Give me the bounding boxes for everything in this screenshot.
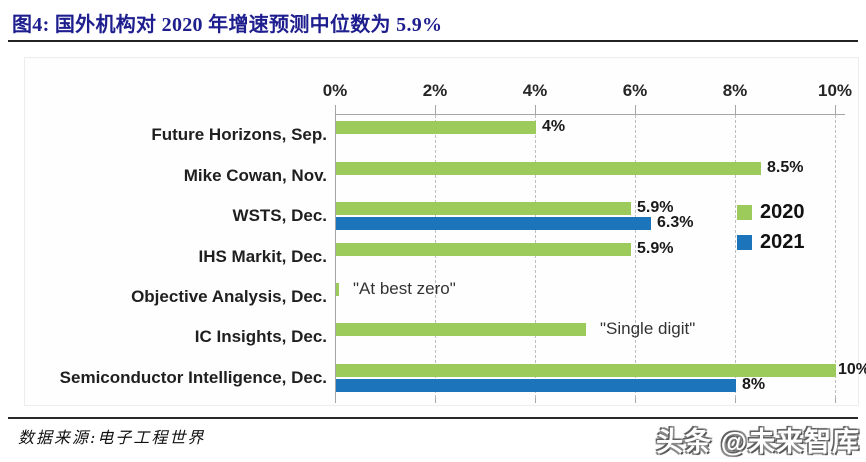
x-tick-mark: [835, 105, 836, 114]
x-tick-label: 6%: [622, 81, 648, 100]
y-axis-line: [335, 115, 336, 398]
x-tick-mark-bottom: [335, 398, 336, 403]
bar-2021-wsts-dec: [336, 217, 651, 230]
gridline: [435, 115, 436, 398]
gridline: [535, 115, 536, 398]
x-tick-mark: [635, 105, 636, 114]
bar-2020-ic-insights-dec: [336, 323, 586, 336]
bar-value-label: 8%: [742, 376, 766, 393]
category-label-wsts-dec: WSTS, Dec.: [232, 206, 327, 225]
x-tick-label: 10%: [817, 81, 853, 100]
x-axis-line: [335, 114, 845, 115]
bar-2020-semiconductor-intelligence-dec: [336, 364, 836, 377]
category-label-semiconductor-intelligence-dec: Semiconductor Intelligence, Dec.: [59, 368, 327, 387]
bar-value-label: "At best zero": [353, 279, 456, 298]
x-tick-mark: [735, 105, 736, 114]
legend-swatch-2021: [737, 234, 752, 250]
bar-value-label: 5.9%: [637, 199, 674, 216]
category-label-objective-analysis-dec: Objective Analysis, Dec.: [131, 287, 327, 306]
bar-value-label: 8.5%: [767, 159, 804, 176]
legend: 2020 2021: [737, 197, 805, 257]
category-label-ic-insights-dec: IC Insights, Dec.: [194, 327, 327, 346]
bar-2020-ihs-markit-dec: [336, 243, 631, 256]
bar-value-label: 10%: [838, 361, 866, 378]
bar-2020-objective-analysis-dec: [336, 283, 339, 296]
x-tick-label: 2%: [422, 81, 448, 100]
x-tick-mark: [435, 105, 436, 114]
gridline: [735, 115, 736, 398]
bar-2020-future-horizons-sep: [336, 121, 536, 134]
chart-panel: [24, 57, 859, 406]
gridline: [835, 115, 836, 398]
bar-value-label: 6.3%: [657, 214, 694, 231]
gridline: [635, 115, 636, 398]
bar-value-label: "Single digit": [600, 319, 696, 338]
bar-2021-semiconductor-intelligence-dec: [336, 379, 736, 392]
bar-value-label: 5.9%: [637, 240, 674, 257]
legend-swatch-2020: [737, 204, 752, 220]
bottom-rule: [8, 417, 858, 419]
legend-label-2020: 2020: [760, 201, 805, 223]
bar-2020-wsts-dec: [336, 202, 631, 215]
legend-item-2020: 2020: [737, 197, 805, 227]
x-tick-mark-bottom: [435, 398, 436, 403]
legend-item-2021: 2021: [737, 227, 805, 257]
x-tick-label: 8%: [722, 81, 748, 100]
x-tick-mark-bottom: [635, 398, 636, 403]
title-rule: [8, 40, 858, 42]
x-tick-mark-bottom: [535, 398, 536, 403]
x-tick-mark-bottom: [735, 398, 736, 403]
category-label-mike-cowan-nov: Mike Cowan, Nov.: [183, 166, 327, 185]
x-tick-mark: [335, 105, 336, 114]
x-tick-mark: [535, 105, 536, 114]
legend-label-2021: 2021: [760, 231, 805, 253]
x-tick-label: 0%: [322, 81, 348, 100]
bar-value-label: 4%: [542, 118, 566, 135]
figure-title: 图4: 国外机构对 2020 年增速预测中位数为 5.9%: [12, 14, 443, 36]
bar-2020-mike-cowan-nov: [336, 162, 761, 175]
category-label-future-horizons-sep: Future Horizons, Sep.: [151, 125, 327, 144]
category-label-ihs-markit-dec: IHS Markit, Dec.: [198, 247, 328, 266]
source-note: 数据来源:电子工程世界: [18, 428, 206, 447]
x-tick-mark-bottom: [835, 398, 836, 403]
x-tick-label: 4%: [522, 81, 548, 100]
watermark: 头条 @未来智库: [656, 427, 860, 457]
